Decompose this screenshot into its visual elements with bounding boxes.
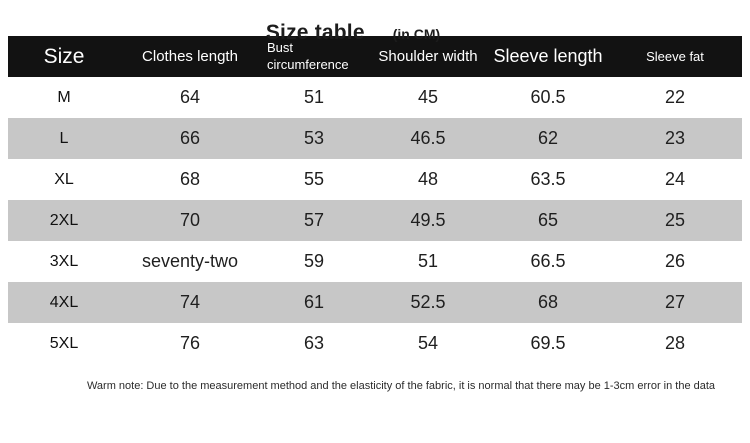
table-row: 3XL seventy-two 59 51 66.5 26	[8, 241, 742, 282]
value-cell: 62	[537, 128, 559, 148]
value-cell: seventy-two	[141, 251, 239, 271]
table-body: M 64 51 45 60.5 22 L 66 53 46.5 62 23 XL 68 55 48 63.5 24…	[8, 77, 742, 364]
value-cell: 76	[179, 333, 201, 353]
column-header-bust-circumference-label: Bust circumference	[267, 39, 349, 72]
value-cell: 68	[179, 169, 201, 189]
table-row: 4XL 74 61 52.5 68 27	[8, 282, 742, 323]
value-cell: 63.5	[530, 169, 566, 189]
unit-label: (in CM)	[392, 26, 441, 42]
table-row: 2XL 70 57 49.5 65 25	[8, 200, 742, 241]
size-cell: 2XL	[49, 211, 79, 229]
value-cell: 45	[417, 87, 439, 107]
size-cell: 4XL	[49, 293, 79, 311]
value-cell: 26	[664, 251, 686, 271]
value-cell: 51	[417, 251, 439, 271]
column-header-sleeve-fat: Sleeve fat	[646, 49, 704, 64]
value-cell: 54	[417, 333, 439, 353]
footer-note: Warm note: Due to the measurement method…	[86, 380, 716, 392]
value-cell: 70	[179, 210, 201, 230]
value-cell: 53	[303, 128, 325, 148]
value-cell: 61	[303, 292, 325, 312]
value-cell: 65	[537, 210, 559, 230]
table-head: Size Clothes length Bust circumference S…	[8, 36, 742, 77]
page-title: Size table	[265, 21, 365, 44]
column-header-shoulder-width: Shoulder width	[378, 48, 478, 65]
value-cell: 25	[664, 210, 686, 230]
value-cell: 74	[179, 292, 201, 312]
value-cell: 48	[417, 169, 439, 189]
size-cell: L	[59, 129, 69, 147]
size-table: Size Clothes length Bust circumference S…	[8, 36, 742, 364]
table-row: M 64 51 45 60.5 22	[8, 77, 742, 118]
value-cell: 63	[303, 333, 325, 353]
value-cell: 57	[303, 210, 325, 230]
table-header-row: Size Clothes length Bust circumference S…	[8, 36, 742, 77]
column-header-clothes-length: Clothes length	[142, 48, 238, 65]
value-cell: 49.5	[410, 210, 446, 230]
table-row: XL 68 55 48 63.5 24	[8, 159, 742, 200]
column-header-sleeve-length: Sleeve length	[493, 46, 603, 66]
value-cell: 22	[664, 87, 686, 107]
value-cell: 24	[664, 169, 686, 189]
value-cell: 68	[537, 292, 559, 312]
value-cell: 55	[303, 169, 325, 189]
value-cell: 46.5	[410, 128, 446, 148]
value-cell: 66	[179, 128, 201, 148]
value-cell: 59	[303, 251, 325, 271]
table-row: L 66 53 46.5 62 23	[8, 118, 742, 159]
value-cell: 66.5	[530, 251, 566, 271]
value-cell: 64	[179, 87, 201, 107]
size-cell: 5XL	[49, 334, 79, 352]
title-row: Size table (in CM)	[0, 0, 728, 44]
value-cell: 60.5	[530, 87, 566, 107]
value-cell: 69.5	[530, 333, 566, 353]
size-cell: 3XL	[49, 252, 79, 270]
value-cell: 28	[664, 333, 686, 353]
column-header-bust-circumference: Bust circumference	[260, 36, 368, 77]
value-cell: 27	[664, 292, 686, 312]
table-row: 5XL 76 63 54 69.5 28	[8, 323, 742, 364]
size-cell: XL	[54, 170, 74, 188]
size-cell: M	[57, 88, 71, 106]
value-cell: 52.5	[410, 292, 446, 312]
value-cell: 51	[303, 87, 325, 107]
column-header-size: Size	[43, 44, 85, 68]
value-cell: 23	[664, 128, 686, 148]
